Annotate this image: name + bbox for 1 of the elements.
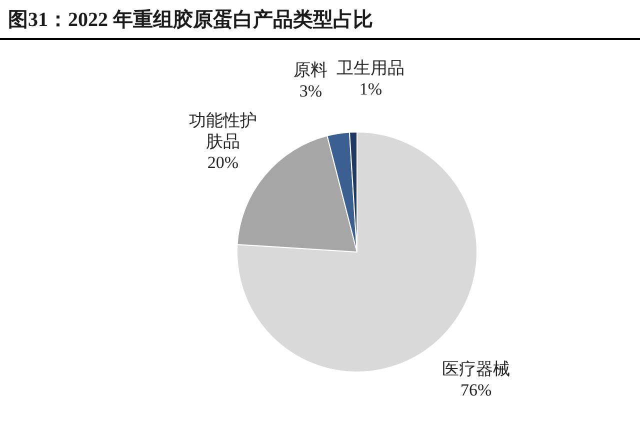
- chart-title: 图31：2022 年重组胶原蛋白产品类型占比: [8, 8, 373, 31]
